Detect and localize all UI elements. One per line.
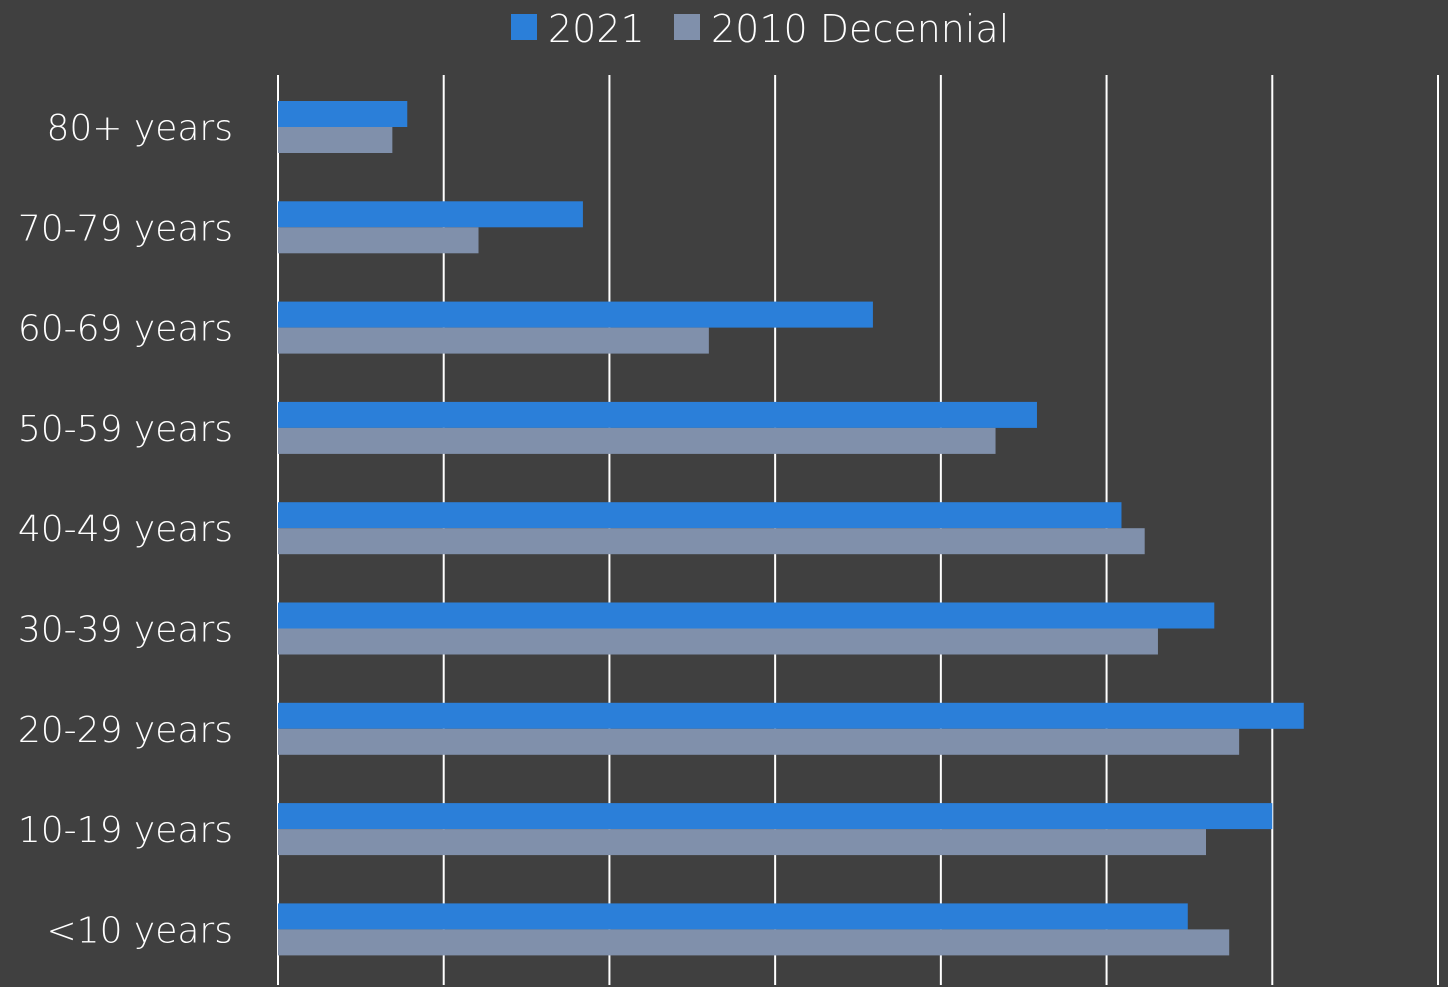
bar-2021 — [278, 101, 408, 127]
category-label: 40-49 years — [18, 509, 233, 550]
category-label: 80+ years — [47, 108, 234, 149]
legend-swatch-2021 — [511, 14, 537, 40]
category-label: 50-59 years — [18, 409, 233, 450]
bar-2010-decennial — [278, 327, 709, 354]
bar-2021 — [278, 502, 1122, 529]
bar-2010-decennial — [278, 929, 1230, 956]
category-label: 70-79 years — [18, 208, 233, 249]
legend-label-2010-decennial: 2010 Decennial — [711, 7, 1009, 51]
bar-2021 — [278, 301, 873, 328]
bar-2010-decennial — [278, 227, 479, 254]
bar-2010-decennial — [278, 829, 1206, 856]
bar-2021 — [278, 401, 1037, 428]
bar-2021 — [278, 903, 1188, 930]
bar-2010-decennial — [278, 728, 1240, 755]
bar-2021 — [278, 602, 1215, 629]
category-label: 60-69 years — [18, 309, 233, 350]
legend: 2021 2010 Decennial — [511, 7, 1009, 51]
bar-2010-decennial — [278, 628, 1158, 655]
bar-2010-decennial — [278, 427, 996, 454]
bar-2021 — [278, 201, 583, 228]
category-label: 30-39 years — [18, 610, 233, 651]
bar-2021 — [278, 803, 1273, 830]
bar-2021 — [278, 702, 1304, 729]
category-labels: 80+ years 70-79 years 60-69 years 50-59 yea… — [18, 108, 233, 951]
category-label: 10-19 years — [18, 810, 233, 851]
category-label: 20-29 years — [18, 710, 233, 751]
bars — [278, 101, 1304, 956]
legend-label-2021: 2021 — [548, 7, 645, 51]
bar-2010-decennial — [278, 127, 393, 153]
legend-swatch-2010-decennial — [674, 14, 700, 40]
bar-2010-decennial — [278, 528, 1145, 555]
category-label: <10 years — [47, 910, 234, 951]
